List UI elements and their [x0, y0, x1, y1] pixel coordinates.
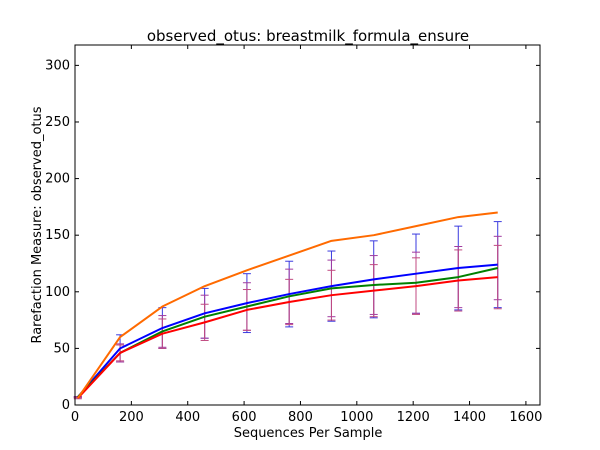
chart-title: observed_otus: breastmilk_formula_ensure: [147, 27, 469, 46]
y-tick-label: 0: [62, 398, 70, 413]
y-tick-label: 100: [45, 285, 70, 300]
series-line-3: [77, 276, 498, 399]
x-tick-label: 800: [288, 410, 313, 425]
series-line-4: [76, 211, 498, 399]
x-tick-label: 200: [119, 410, 144, 425]
series-line-1: [77, 263, 498, 398]
y-tick-label: 150: [45, 228, 70, 243]
x-tick-label: 400: [175, 410, 200, 425]
plot-frame: [74, 44, 541, 406]
x-tick-label: 0: [71, 410, 79, 425]
series-line-2: [77, 267, 498, 398]
x-tick-label: 1400: [453, 410, 486, 425]
x-tick-label: 1000: [340, 410, 373, 425]
y-tick-label: 250: [45, 115, 70, 130]
y-tick-label: 50: [53, 341, 70, 356]
x-tick-label: 600: [232, 410, 257, 425]
y-axis-label: Rarefaction Measure: observed_otus: [30, 106, 45, 343]
x-tick-label: 1200: [397, 410, 430, 425]
x-axis-label: Sequences Per Sample: [234, 426, 383, 441]
x-tick-label: 1600: [509, 410, 542, 425]
y-tick-label: 300: [45, 58, 70, 73]
y-tick-label: 200: [45, 172, 70, 187]
plot-area: 0 200 400 600 800 1000 1200 1400 1600 0 50 100 150 20…: [45, 44, 542, 425]
